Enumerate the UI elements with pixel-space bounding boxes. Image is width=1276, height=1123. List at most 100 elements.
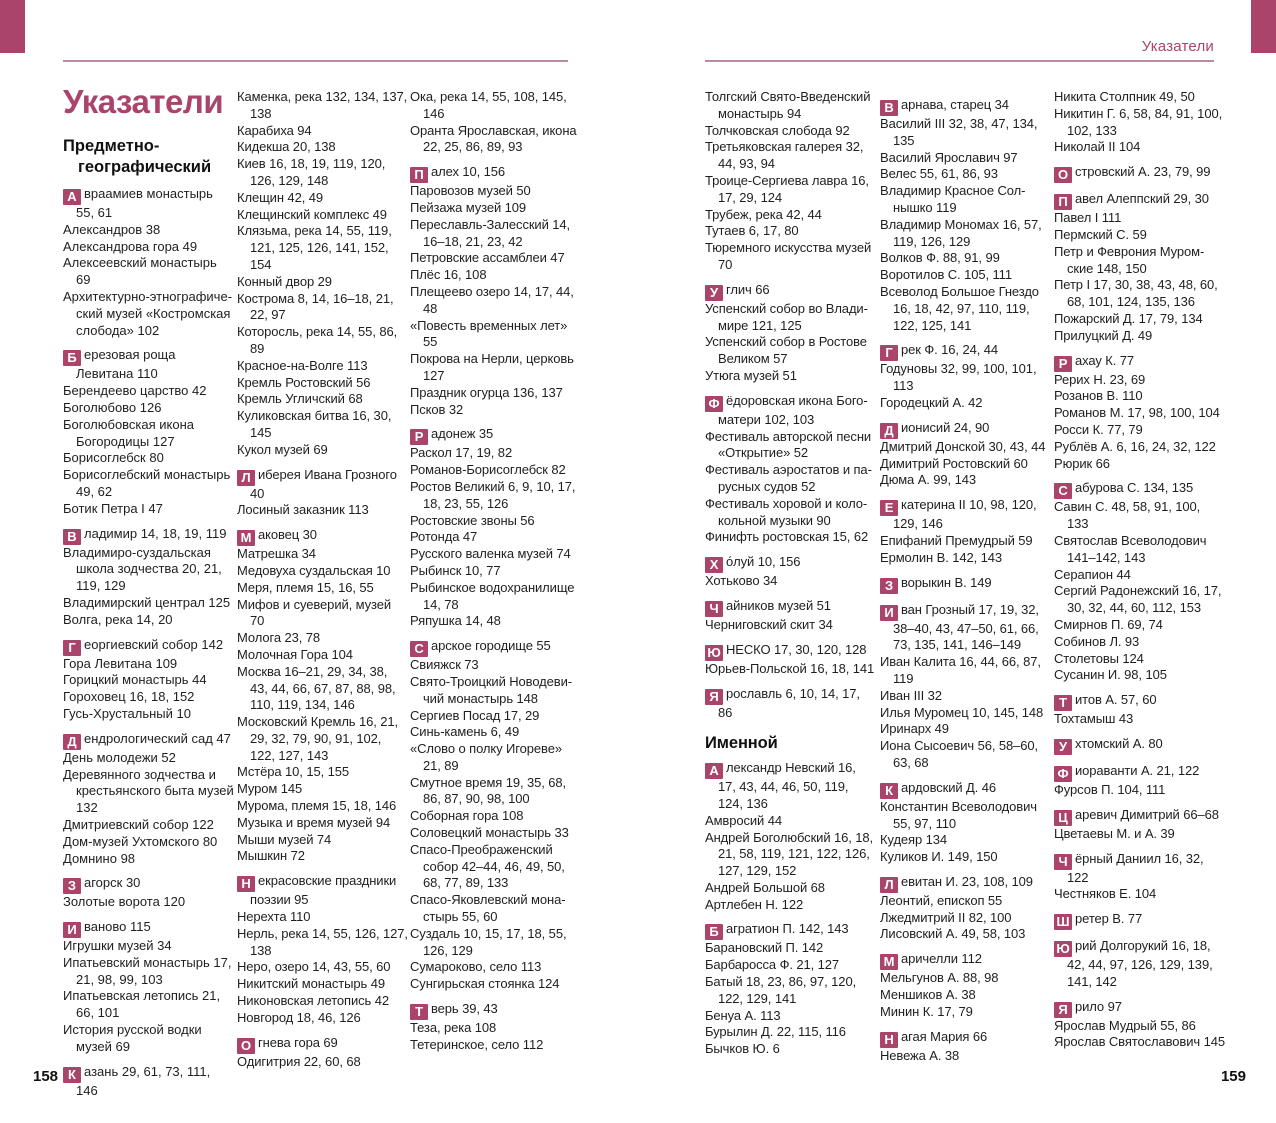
index-entry: Деревянного зодчества и крестьянского бы… xyxy=(63,766,234,816)
index-entry: Волга, река 14, 20 xyxy=(63,611,173,627)
index-entry: Смирнов П. 69, 74 xyxy=(1054,616,1163,632)
index-entry: Куликовская битва 16, 30, 145 xyxy=(237,408,392,440)
section-letter-badge: Д xyxy=(880,422,898,439)
index-entry: Толчковская слобода 92 xyxy=(705,122,850,138)
index-entry: Красное-на-Волге 113 xyxy=(237,357,368,373)
section-letter-badge: Р xyxy=(1054,355,1072,372)
section-letter-badge: Е xyxy=(880,500,898,517)
index-entry: Ипатьевский монастырь 17, 21, 98, 99, 10… xyxy=(63,954,232,987)
section-letter-badge: Х xyxy=(705,557,723,574)
index-entry: Романов М. 17, 98, 100, 104 xyxy=(1054,405,1220,421)
index-entry: Алексеевский монастырь 69 xyxy=(63,255,217,288)
index-entry: Лисовский А. 49, 58, 103 xyxy=(880,926,1026,942)
index-entry: Каменка, река 132, 134, 137, 138 xyxy=(237,89,408,121)
index-entry: Епифаний Премудрый 59 xyxy=(880,532,1033,548)
index-entry: Новгород 18, 46, 126 xyxy=(237,1009,361,1025)
index-entry: Цветаевы М. и А. 39 xyxy=(1054,825,1175,841)
index-entry: Музыка и время музей 94 xyxy=(237,814,391,830)
index-entry: Димитрий Ростовский 60 xyxy=(880,455,1028,471)
index-entry: «Повесть временных лет» 55 xyxy=(410,317,568,350)
index-entry: Батый 18, 23, 86, 97, 120, 122, 129, 141 xyxy=(705,974,857,1006)
section-letter-badge: Н xyxy=(880,1031,898,1048)
section-letter-badge: В xyxy=(63,528,81,545)
index-entry: Гороховец 16, 18, 152 xyxy=(63,689,195,705)
index-column-4: Толгский Свято-Введенский монастырь 94 То… xyxy=(705,89,876,1058)
section-letter-badge: Б xyxy=(63,350,81,367)
index-entry: Столетовы 124 xyxy=(1054,650,1144,666)
index-entry: Троице-Сергиева лавра 16, 17, 29, 124 xyxy=(705,172,869,205)
index-entry: Никита Столпник 49, 50 xyxy=(1054,89,1195,104)
index-entry: Амвросий 44 xyxy=(705,812,782,828)
index-entry: Лосиный заказник 113 xyxy=(237,502,369,518)
index-entry: Бычков Ю. 6 xyxy=(705,1041,780,1057)
index-entry: Никитин Г. 6, 58, 84, 91, 100, 102, 133 xyxy=(1054,105,1223,138)
index-entry: Тюремного искусства музей 70 xyxy=(705,240,872,272)
index-entry: Дом-музей Ухтомского 80 xyxy=(63,833,218,849)
index-entry: Конный двор 29 xyxy=(237,273,332,289)
index-entry: Фестиваль аэростатов и па­русных судов 5… xyxy=(705,462,872,494)
index-entry: Москва 16–21, 29, 34, 38, 43, 44, 66, 67… xyxy=(237,663,396,713)
index-entry: Прилуцкий Д. 49 xyxy=(1054,327,1153,343)
index-entry: Теза, река 108 xyxy=(410,1020,497,1036)
section-letter-badge: Ф xyxy=(705,395,723,412)
index-entry: Тетеринское, село 112 xyxy=(410,1036,544,1052)
index-entry: Игрушки музей 34 xyxy=(63,938,172,954)
index-entry: Петр I 17, 30, 38, 43, 48, 60, 68, 101, … xyxy=(1054,277,1218,310)
index-entry: Утюга музей 51 xyxy=(705,367,797,383)
section-letter-badge: У xyxy=(1054,738,1072,755)
index-entry: Хотьково 34 xyxy=(705,573,778,589)
index-entry: Ботик Петра I 47 xyxy=(63,500,163,516)
index-entry: Кудеяр 134 xyxy=(880,832,948,848)
index-entry: Золотые ворота 120 xyxy=(63,894,186,910)
index-entry: Трубеж, река 42, 44 xyxy=(705,206,822,222)
index-entry: Честняков Е. 104 xyxy=(1054,886,1157,902)
index-entry: История русской водки музей 69 xyxy=(63,1022,202,1054)
section-letter-badge: И xyxy=(880,604,898,621)
index-entry: Кострома 8, 14, 16–18, 21, 22, 97 xyxy=(237,290,394,323)
index-entry: Клязьма, река 14, 55, 119, 121, 125, 126… xyxy=(237,223,392,272)
index-entry: Матрешка 34 xyxy=(237,546,316,562)
index-entry: Владимиро-суздальская школа зодчества 20… xyxy=(63,544,222,594)
section-letter-badge: Я xyxy=(705,688,723,705)
index-entry: Александрова гора 49 xyxy=(63,238,198,254)
index-entry: Дмитрий Донской 30, 43, 44 xyxy=(880,438,1046,454)
index-entry: Мифов и суеверий, музей 70 xyxy=(237,596,392,629)
index-entry: Псков 32 xyxy=(410,401,464,417)
index-entry: Иван Калита 16, 44, 66, 87, 119 xyxy=(880,654,1041,686)
index-entry: Оранта Ярославская, икона 22, 25, 86, 89… xyxy=(410,122,577,155)
index-entry: Боголюбовская икона Богородицы 127 xyxy=(63,416,195,449)
section-letter-badge: Г xyxy=(880,345,898,362)
index-entry: Домнино 98 xyxy=(63,850,136,866)
index-entry: Паровозов музей 50 xyxy=(410,183,531,199)
index-column-3: Ока, река 14, 55, 108, 145, 146 Оранта Яр… xyxy=(410,89,581,1054)
index-entry: Нерль, река 14, 55, 126, 127, 138 xyxy=(237,925,408,958)
section-letter-badge: Д xyxy=(63,733,81,750)
index-entry: Василий Ярославич 97 xyxy=(880,149,1018,165)
section-letter-badge: Н xyxy=(237,876,255,893)
index-entry: Тутаев 6, 17, 80 xyxy=(705,223,799,239)
index-entry: Минин К. 17, 79 xyxy=(880,1003,973,1019)
header-rule-left xyxy=(63,60,568,62)
section-letter-badge: К xyxy=(880,782,898,799)
